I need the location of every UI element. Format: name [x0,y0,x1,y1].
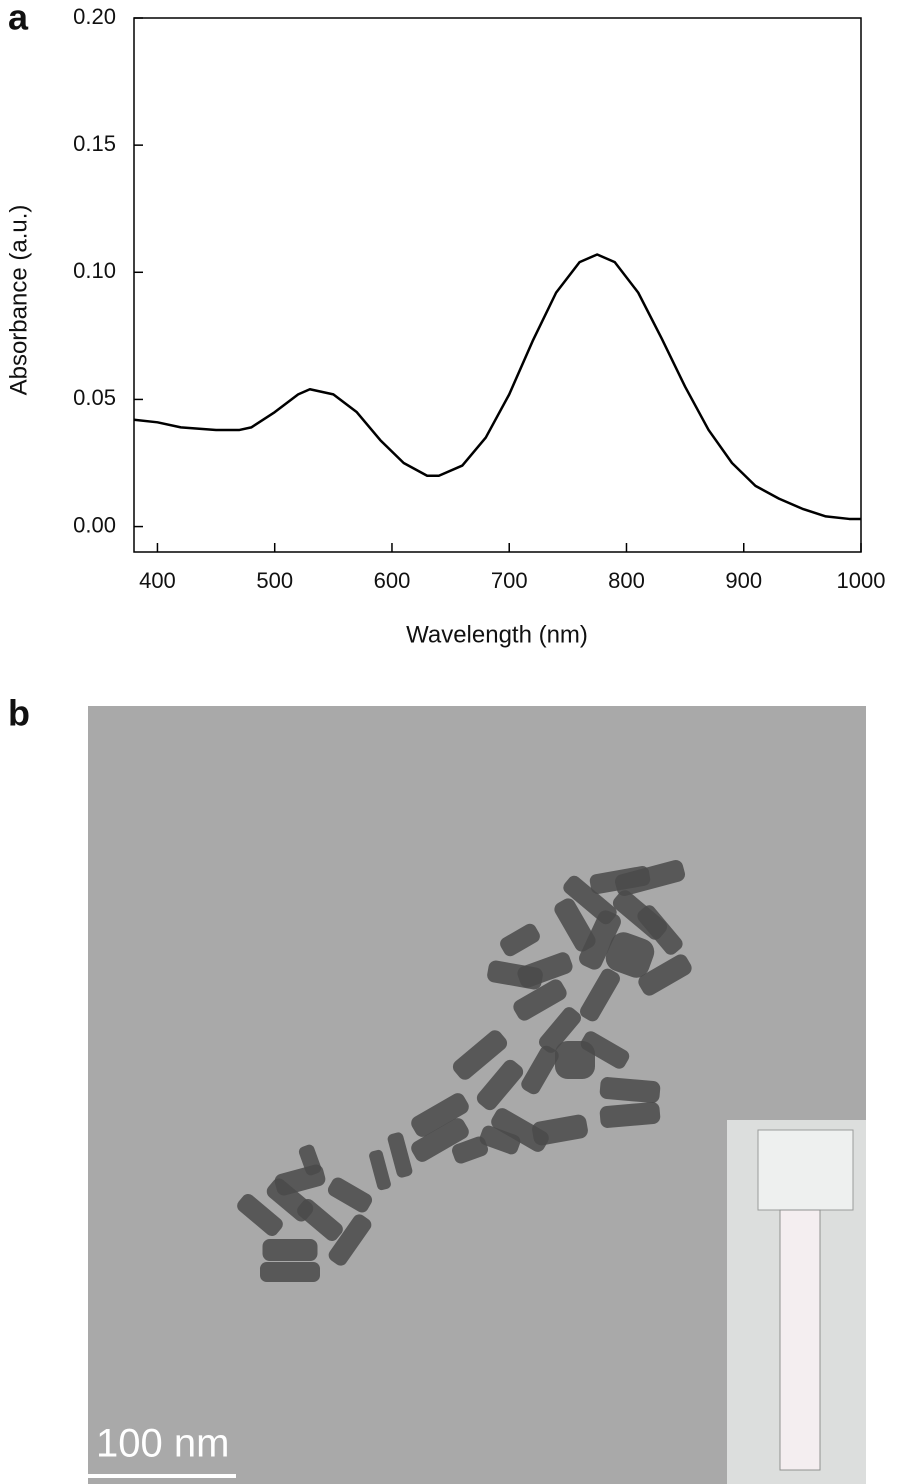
x-tick-label: 700 [491,568,528,593]
nanorod [411,1093,469,1137]
vial-top [757,1129,854,1211]
nanorod [328,1214,372,1266]
nanorod [554,898,596,952]
y-tick-label: 0.00 [73,512,116,537]
nanorod [532,1114,588,1146]
x-tick-label: 400 [139,568,176,593]
x-tick-label: 800 [608,568,645,593]
nanorod [580,968,620,1022]
panel-label: b [8,693,30,734]
nanorod [262,1239,318,1261]
nanorod [599,1102,661,1128]
y-tick-label: 0.05 [73,385,116,410]
nanorod [517,952,573,988]
y-axis-title: Absorbance (a.u.) [5,205,32,396]
nanorod [479,1125,521,1155]
nanorod [580,1031,630,1069]
vial-body [779,1209,821,1471]
nanorod [637,905,683,955]
nanorod [260,1262,320,1282]
plot-frame [133,17,862,553]
nanorod [555,1041,595,1079]
nanorod [599,1077,661,1103]
nanorod [452,1136,488,1164]
x-axis-title: Wavelength (nm) [406,621,588,648]
x-tick-label: 500 [256,568,293,593]
panel-label: a [8,0,29,38]
data-line [133,253,861,521]
scale-bar-label: 100 nm [96,1422,229,1466]
x-tick-label: 900 [725,568,762,593]
x-tick-label: 1000 [837,568,886,593]
y-tick-label: 0.20 [73,4,116,29]
nanorod [579,910,621,970]
nanorod [298,1144,322,1176]
tem-image: 100 nm [88,706,866,1484]
nanorod [452,1030,508,1080]
nanorod [538,1007,582,1053]
nanorod [500,923,540,957]
nanorod [638,954,692,996]
nanorod [237,1193,283,1237]
nanorod [476,1059,524,1111]
y-tick-label: 0.15 [73,131,116,156]
nanorod [589,865,651,895]
nanorod [297,1198,343,1242]
nanorod [411,1118,469,1162]
nanorod [513,979,567,1021]
nanorod [369,1149,391,1191]
nanorod [521,1045,559,1095]
x-tick-label: 600 [374,568,411,593]
nanorod [605,932,655,978]
y-tick-label: 0.10 [73,258,116,283]
nanorod [387,1132,413,1178]
nanorod [327,1177,373,1213]
